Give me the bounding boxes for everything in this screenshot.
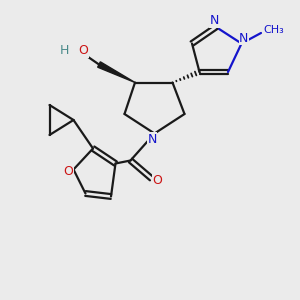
- Text: N: N: [147, 133, 157, 146]
- Text: CH₃: CH₃: [263, 25, 284, 35]
- Text: O: O: [153, 174, 162, 188]
- Polygon shape: [98, 62, 135, 82]
- Text: H: H: [60, 44, 69, 58]
- Text: O: O: [63, 165, 73, 178]
- Text: N: N: [210, 14, 219, 27]
- Text: N: N: [239, 32, 249, 45]
- Text: O: O: [79, 44, 88, 58]
